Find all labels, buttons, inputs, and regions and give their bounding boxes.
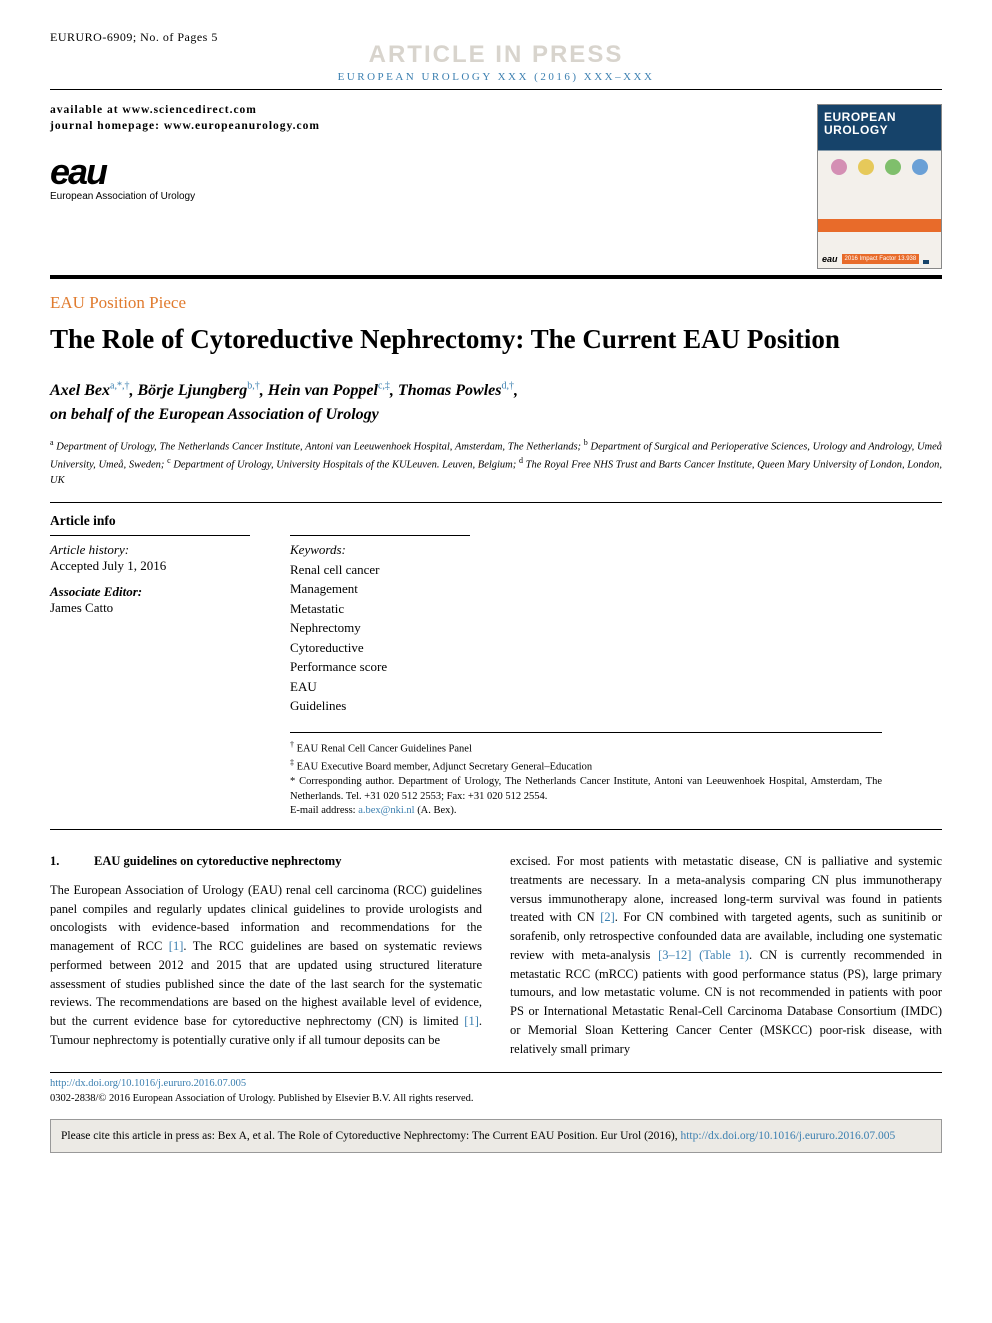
cover-blob <box>885 159 901 175</box>
author: Thomas Powlesd,† <box>398 382 514 399</box>
divider <box>290 535 470 536</box>
cover-badge <box>923 260 929 264</box>
eau-logo-text: eau <box>50 158 801 187</box>
keyword: Cytoreductive <box>290 638 882 658</box>
keyword: Metastatic <box>290 599 882 619</box>
cover-blob <box>858 159 874 175</box>
keyword: Performance score <box>290 657 882 677</box>
keyword: Guidelines <box>290 696 882 716</box>
keyword: EAU <box>290 677 882 697</box>
author: Hein van Poppelc,‡ <box>268 382 390 399</box>
author: Börje Ljungbergb,† <box>137 382 259 399</box>
author-list: Axel Bexa,*,†, Börje Ljungbergb,†, Hein … <box>50 379 942 427</box>
article-info-heading: Article info <box>50 513 250 529</box>
citation-link[interactable]: [3–12] <box>658 948 691 962</box>
cover-blob <box>831 159 847 175</box>
article-history-label: Article history: <box>50 542 250 558</box>
available-at: available at www.sciencedirect.com <box>50 104 801 116</box>
cover-blob <box>912 159 928 175</box>
running-head: EURURO-6909; No. of Pages 5 <box>50 30 218 45</box>
table-link[interactable]: (Table 1) <box>691 948 749 962</box>
divider <box>50 502 942 503</box>
author: Axel Bexa,*,† <box>50 382 129 399</box>
journal-cover-thumbnail: EUROPEANUROLOGY eau 2016 Impact Factor 1… <box>817 104 942 269</box>
doi-link[interactable]: http://dx.doi.org/10.1016/j.eururo.2016.… <box>50 1078 246 1089</box>
section-heading: 1.EAU guidelines on cytoreductive nephre… <box>50 852 482 871</box>
article-history-value: Accepted July 1, 2016 <box>50 558 250 574</box>
divider <box>50 1072 942 1073</box>
cover-title: EUROPEANUROLOGY <box>818 105 941 137</box>
on-behalf: on behalf of the European Association of… <box>50 406 379 423</box>
journal-homepage: journal homepage: www.europeanurology.co… <box>50 120 801 132</box>
keyword: Management <box>290 579 882 599</box>
affiliations: a Department of Urology, The Netherlands… <box>50 437 942 488</box>
keyword: Renal cell cancer <box>290 560 882 580</box>
cover-badge: 2016 Impact Factor 13.938 <box>842 254 920 264</box>
associate-editor-value: James Catto <box>50 600 250 616</box>
eau-logo-subtitle: European Association of Urology <box>50 191 801 202</box>
keyword: Nephrectomy <box>290 618 882 638</box>
citation-box: Please cite this article in press as: Be… <box>50 1119 942 1154</box>
divider <box>290 732 882 733</box>
divider <box>50 535 250 536</box>
divider <box>50 89 942 90</box>
article-type-label: EAU Position Piece <box>50 293 942 313</box>
footer: http://dx.doi.org/10.1016/j.eururo.2016.… <box>50 1077 942 1106</box>
associate-editor-label: Associate Editor: <box>50 584 250 600</box>
keywords-label: Keywords: <box>290 542 882 558</box>
author-notes: † EAU Renal Cell Cancer Guidelines Panel… <box>290 739 882 819</box>
body-column-right: excised. For most patients with metastat… <box>510 852 942 1058</box>
citation-link[interactable]: [2] <box>600 910 615 924</box>
cover-eau-mark: eau <box>822 254 838 264</box>
cover-graphic <box>818 155 941 179</box>
divider <box>50 275 942 279</box>
keywords-list: Renal cell cancer Management Metastatic … <box>290 560 882 716</box>
article-in-press-watermark: ARTICLE IN PRESS <box>50 41 942 69</box>
body-column-left: 1.EAU guidelines on cytoreductive nephre… <box>50 852 482 1058</box>
citation-link[interactable]: [1] <box>169 939 184 953</box>
body-paragraph: The European Association of Urology (EAU… <box>50 881 482 1050</box>
article-title: The Role of Cytoreductive Nephrectomy: T… <box>50 323 942 357</box>
copyright-line: 0302-2838/© 2016 European Association of… <box>50 1093 474 1104</box>
divider <box>50 829 942 830</box>
doi-link[interactable]: http://dx.doi.org/10.1016/j.eururo.2016.… <box>680 1130 895 1142</box>
citation-link[interactable]: [1] <box>464 1014 479 1028</box>
journal-citation-line: EUROPEAN UROLOGY XXX (2016) XXX–XXX <box>50 71 942 83</box>
article-info-left: Article info Article history: Accepted J… <box>50 513 250 819</box>
eau-logo: eau European Association of Urology <box>50 158 801 202</box>
body-paragraph: excised. For most patients with metastat… <box>510 852 942 1058</box>
corresponding-email-link[interactable]: a.bex@nki.nl <box>358 805 414 816</box>
